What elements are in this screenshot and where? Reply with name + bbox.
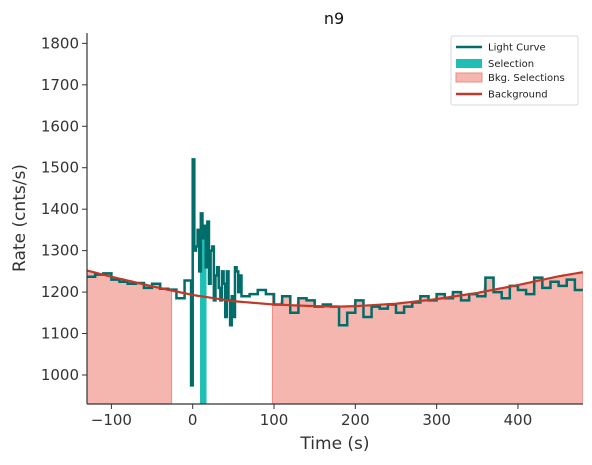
legend-label-selection: Selection (488, 59, 534, 70)
x-tick-label: 200 (341, 411, 370, 429)
plot-content (87, 158, 583, 404)
chart-title: n9 (324, 9, 344, 28)
series-background (87, 269, 583, 308)
y-tick-label: 1800 (41, 34, 79, 52)
bkg-selection-region-0 (87, 270, 173, 404)
y-tick-label: 1400 (41, 200, 79, 218)
axes (86, 33, 583, 405)
x-tick-label: 100 (260, 411, 289, 429)
y-axis-label: Rate (cnts/s) (10, 164, 30, 272)
x-tick-label: 300 (422, 411, 451, 429)
bkg-selection-region-1 (271, 271, 583, 404)
legend: Light Curve Selection Bkg. Selections Ba… (450, 35, 579, 106)
y-tick-label: 1100 (41, 325, 79, 343)
y-tick-label: 1600 (41, 117, 79, 135)
x-axis-label: Time (s) (299, 434, 369, 454)
legend-swatch-selection (456, 59, 482, 68)
y-tick-label: 1700 (41, 76, 79, 94)
legend-label-background: Background (488, 90, 548, 101)
legend-frame (450, 35, 579, 106)
series-light-curve (87, 158, 583, 387)
x-tick-label: −100 (91, 411, 132, 429)
y-tick-label: 1200 (41, 283, 79, 301)
x-ticks: −100 0 100 200 300 400 (91, 404, 532, 429)
y-tick-label: 1000 (41, 366, 79, 384)
legend-label-bkg-selections: Bkg. Selections (488, 73, 565, 84)
y-tick-label: 1300 (41, 242, 79, 260)
legend-label-light-curve: Light Curve (488, 43, 546, 54)
y-tick-label: 1500 (41, 159, 79, 177)
plot-area (87, 158, 583, 404)
y-ticks: 1000 1100 1200 1300 1400 1500 1600 1700 1800 (41, 34, 87, 384)
x-tick-label: 0 (188, 411, 198, 429)
legend-swatch-bkg-selections (455, 72, 483, 83)
x-tick-label: 400 (504, 411, 533, 429)
